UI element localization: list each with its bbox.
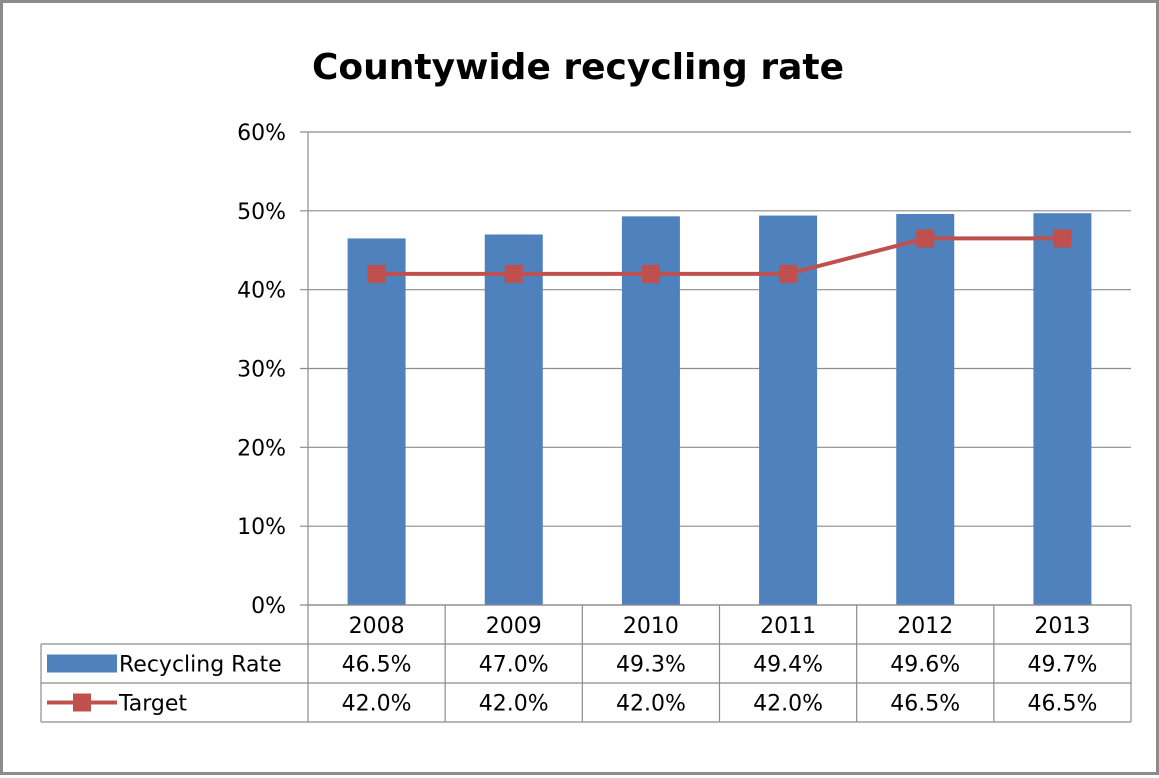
y-tick-label: 10%	[237, 515, 286, 540]
legend-key-recycling-rate	[47, 654, 117, 673]
data-value-label: 49.4%	[753, 653, 823, 678]
target-marker	[504, 264, 523, 283]
data-value-label: 49.6%	[890, 653, 960, 678]
bar-recycling-rate	[484, 234, 543, 605]
data-table: 2008 2009 2010 2011 2012 2013 Recycling Rate 46…	[40, 604, 1132, 723]
chart-svg: Countywide recycling rate 0% 10% 20% 30% 40%…	[40, 47, 1132, 723]
data-value-label: 49.7%	[1027, 653, 1097, 678]
bar-recycling-rate	[347, 238, 406, 606]
legend-key-target-marker	[73, 693, 91, 712]
chart-title: Countywide recycling rate	[312, 47, 844, 88]
target-marker	[916, 229, 935, 248]
data-value-label: 46.5%	[890, 692, 960, 717]
category-label: 2012	[897, 614, 953, 639]
target-line-series	[367, 229, 1072, 283]
bar-recycling-rate	[896, 213, 955, 605]
data-value-label: 42.0%	[616, 692, 686, 717]
category-label: 2008	[349, 614, 405, 639]
y-tick-label: 20%	[237, 436, 286, 461]
data-value-label: 46.5%	[1027, 692, 1097, 717]
target-marker	[367, 264, 386, 283]
y-tick-label: 30%	[237, 358, 286, 383]
data-value-label: 47.0%	[479, 653, 549, 678]
y-tick-label: 60%	[237, 121, 286, 146]
legend-series-name: Target	[118, 692, 187, 717]
data-value-label: 42.0%	[753, 692, 823, 717]
data-value-label: 46.5%	[342, 653, 412, 678]
target-marker	[641, 264, 660, 283]
target-marker	[779, 264, 798, 283]
y-tick-label: 50%	[237, 200, 286, 225]
target-marker	[1053, 229, 1072, 248]
bar-recycling-rate	[1033, 213, 1092, 605]
data-value-label: 42.0%	[342, 692, 412, 717]
category-label: 2009	[486, 614, 542, 639]
gridlines	[300, 131, 1131, 606]
y-tick-label: 0%	[251, 594, 286, 619]
bar-series	[347, 213, 1092, 606]
y-axis-tick-labels: 0% 10% 20% 30% 40% 50% 60%	[237, 121, 286, 619]
category-label: 2011	[760, 614, 816, 639]
data-value-label: 49.3%	[616, 653, 686, 678]
category-label: 2013	[1034, 614, 1090, 639]
data-value-label: 42.0%	[479, 692, 549, 717]
y-tick-label: 40%	[237, 279, 286, 304]
target-line	[376, 236, 1063, 276]
legend-series-name: Recycling Rate	[119, 653, 282, 678]
category-label: 2010	[623, 614, 679, 639]
